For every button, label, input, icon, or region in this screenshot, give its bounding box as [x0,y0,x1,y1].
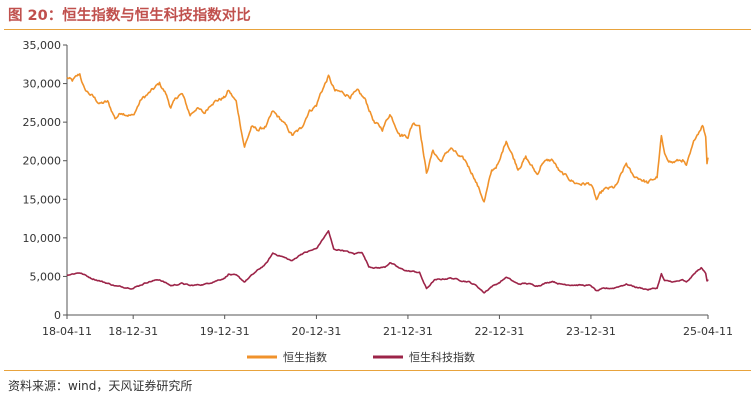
figure-title: 图 20：恒生指数与恒生科技指数对比 [8,8,251,24]
y-tick-label: 0 [54,309,61,322]
y-tick-label: 20,000 [23,155,62,168]
x-tick-label: 19-12-31 [200,325,250,338]
legend-label: 恒生指数 [283,350,327,364]
x-tick-label: 23-12-31 [566,325,616,338]
chart-axes: 0 5,000 10,000 15,000 20,000 25,000 30,000 35,0… [23,39,733,338]
y-tick-label: 25,000 [23,116,62,129]
source-divider [4,370,751,371]
chart-series [66,73,709,294]
chart-legend: 恒生指数 恒生科技指数 [247,350,475,364]
series-line-hsi [66,73,709,203]
legend-label: 恒生科技指数 [409,350,475,364]
y-tick-label: 15,000 [23,193,62,206]
source-note: 资料来源：wind，天风证券研究所 [8,379,193,393]
title-divider [4,29,751,30]
x-tick-label: 22-12-31 [474,325,524,338]
series-line-hstech [66,230,709,294]
y-tick-label: 5,000 [30,270,62,283]
x-tick-label: 21-12-31 [383,325,433,338]
x-tick-label: 25-04-11 [683,325,733,338]
x-tick-label: 20-12-31 [291,325,341,338]
y-tick-label: 30,000 [23,78,62,91]
x-tick-label: 18-12-31 [108,325,158,338]
x-tick-label: 18-04-11 [42,325,92,338]
y-tick-label: 10,000 [23,232,62,245]
line-chart: 0 5,000 10,000 15,000 20,000 25,000 30,000 35,0… [23,39,733,364]
y-tick-label: 35,000 [23,39,62,52]
